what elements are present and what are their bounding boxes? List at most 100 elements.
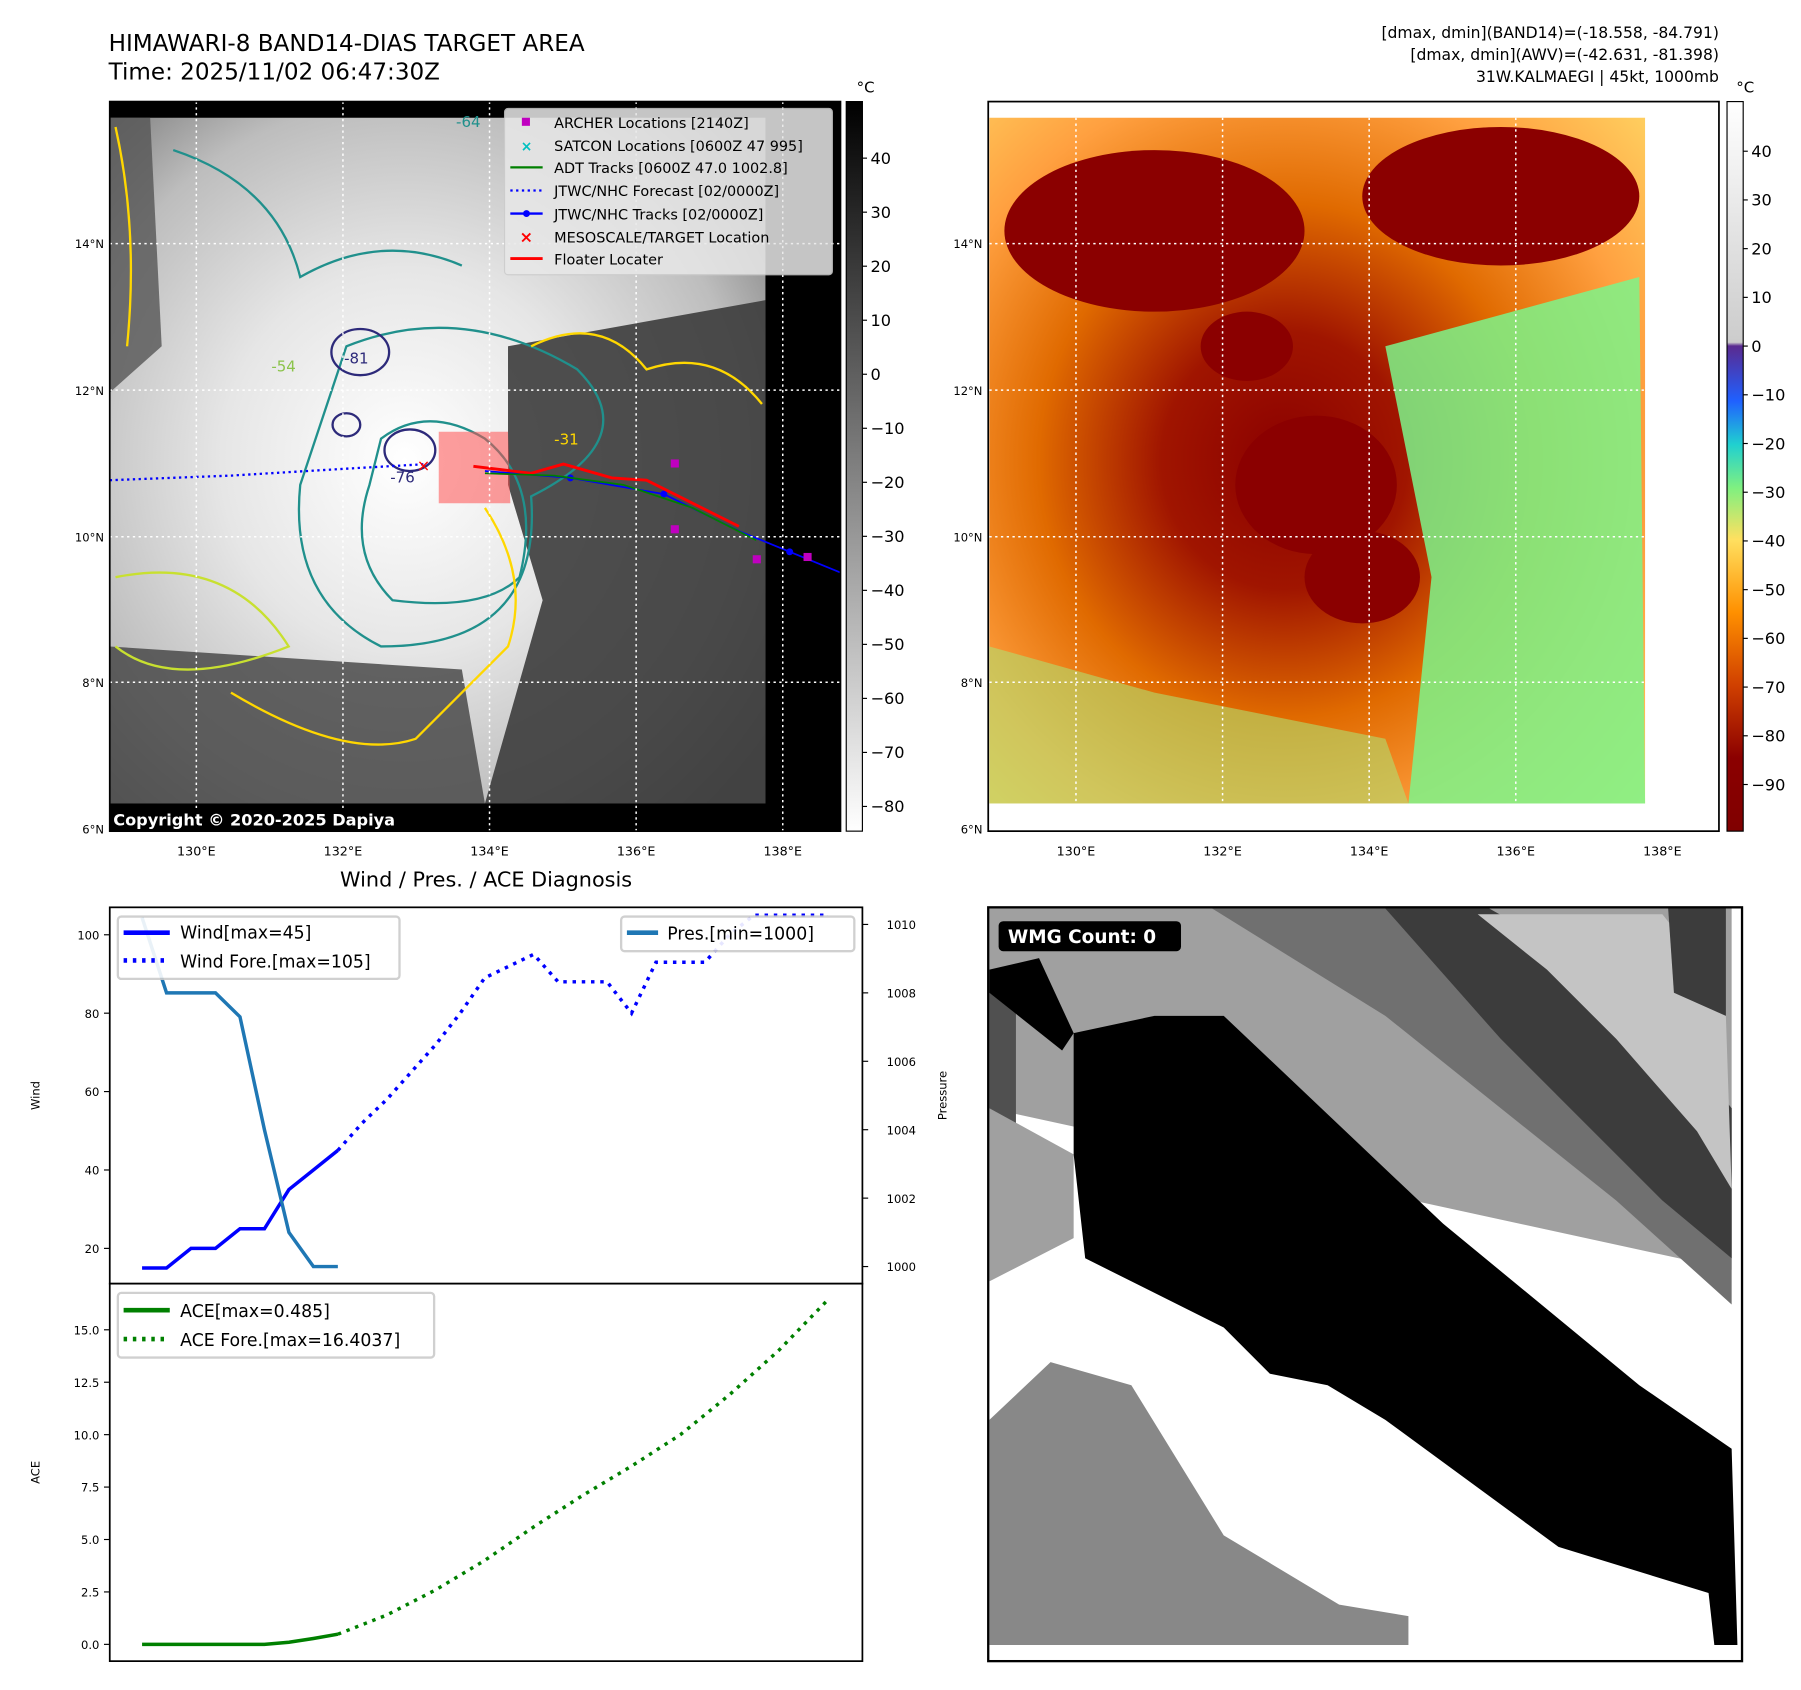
archer-marker bbox=[803, 552, 812, 562]
y-tick-label: 60 bbox=[85, 1085, 100, 1099]
legend-target: MESOSCALE/TARGET Location bbox=[554, 230, 769, 246]
cbar-tick-label: −60 bbox=[870, 689, 904, 708]
y-right-axis-label: Pressure bbox=[936, 1071, 950, 1120]
wmg-panel: WMG Count: 0 bbox=[987, 906, 1744, 1663]
cbar-tick-label: −10 bbox=[1751, 386, 1785, 405]
svg-text:12°N: 12°N bbox=[953, 384, 982, 398]
cbar-tick-label: 20 bbox=[870, 257, 891, 276]
cbar-tick-label: 20 bbox=[1751, 239, 1772, 258]
figure-title: HIMAWARI-8 BAND14-DIAS TARGET AREA bbox=[109, 31, 585, 57]
cbar-tick-label: −20 bbox=[1751, 434, 1785, 453]
contour-label: -81 bbox=[344, 350, 369, 368]
legend-archer: ARCHER Locations [2140Z] bbox=[554, 116, 749, 132]
legend-jtwc-forecast: JTWC/NHC Forecast [02/0000Z] bbox=[553, 184, 779, 200]
svg-text:×: × bbox=[521, 139, 533, 155]
awv-map-panel bbox=[987, 100, 1720, 833]
cbar-tick-label: 10 bbox=[1751, 288, 1772, 307]
svg-text:134°E: 134°E bbox=[470, 843, 509, 858]
stats-awv: [dmax, dmin](AWV)=(-42.631, -81.398) bbox=[1410, 46, 1719, 64]
legend-adt: ADT Tracks [0600Z 47.0 1002.8] bbox=[554, 161, 788, 177]
y-tick-label: 0.0 bbox=[81, 1638, 99, 1652]
svg-text:130°E: 130°E bbox=[177, 843, 216, 858]
storm-info: 31W.KALMAEGI | 45kt, 1000mb bbox=[1476, 68, 1719, 86]
cbar-tick-label: 40 bbox=[1751, 142, 1772, 161]
wmg-count-badge bbox=[998, 921, 1182, 952]
y-tick-label: 2.5 bbox=[81, 1586, 99, 1600]
lat-labels-right: 14°N 12°N 10°N 8°N 6°N bbox=[953, 237, 982, 836]
y-right-tick-label: 1008 bbox=[887, 986, 916, 1000]
y-right-tick-label: 1002 bbox=[887, 1192, 916, 1206]
contour-label: -76 bbox=[390, 469, 415, 487]
svg-text:138°E: 138°E bbox=[763, 843, 802, 858]
series-line-1 bbox=[337, 1299, 829, 1636]
awv-colorbar: °C 40 30 20 10 0 −10 −20 −30 −40 −50 −60 −70 −80 −90 bbox=[1726, 78, 1785, 832]
cbar-tick-label: −50 bbox=[1751, 580, 1785, 599]
y-tick-label: 10.0 bbox=[74, 1428, 100, 1442]
diagnosis-title: Wind / Pres. / ACE Diagnosis bbox=[340, 868, 632, 892]
diagnosis-charts: 20 40 60 80 100 Wind 1000 1002 1004 1006 1008 1010 P… bbox=[28, 906, 950, 1663]
svg-text:134°E: 134°E bbox=[1350, 843, 1389, 858]
cbar-tick-label: −30 bbox=[870, 527, 904, 546]
contour-label: -54 bbox=[271, 358, 296, 376]
cbar-tick-label: −40 bbox=[870, 581, 904, 600]
cbar-tick-label: −70 bbox=[1751, 678, 1785, 697]
y-tick-label: 20 bbox=[85, 1242, 100, 1256]
cbar-tick-label: −80 bbox=[870, 797, 904, 816]
legend-label: ACE Fore.[max=16.4037] bbox=[180, 1331, 400, 1351]
cbar-tick-label: −90 bbox=[1751, 775, 1785, 794]
chart-legend bbox=[619, 915, 856, 953]
cbar-tick-label: −50 bbox=[870, 635, 904, 654]
map-legend: × × ARCHER Locations [2140Z] SATCON Loca… bbox=[503, 107, 833, 276]
svg-text:12°N: 12°N bbox=[75, 384, 104, 398]
legend-label: ACE[max=0.485] bbox=[180, 1302, 330, 1322]
y-right-tick-label: 1006 bbox=[887, 1055, 916, 1069]
y-right-tick-label: 1000 bbox=[887, 1260, 916, 1274]
svg-text:×: × bbox=[520, 227, 534, 246]
svg-text:136°E: 136°E bbox=[617, 843, 656, 858]
svg-text:14°N: 14°N bbox=[75, 237, 104, 251]
svg-text:10°N: 10°N bbox=[75, 530, 104, 544]
wmg-count-text: WMG Count: 0 bbox=[1008, 927, 1156, 948]
svg-text:132°E: 132°E bbox=[1203, 843, 1242, 858]
y-tick-label: 12.5 bbox=[74, 1376, 100, 1390]
archer-marker bbox=[670, 459, 679, 468]
figure-time: Time: 2025/11/02 06:47:30Z bbox=[108, 60, 440, 86]
y-right-tick-label: 1010 bbox=[887, 918, 916, 932]
svg-text:14°N: 14°N bbox=[953, 237, 982, 251]
stats-band14: [dmax, dmin](BAND14)=(-18.558, -84.791) bbox=[1381, 24, 1719, 42]
chart-legend bbox=[116, 1291, 436, 1359]
cbar-tick-label: −80 bbox=[1751, 727, 1785, 746]
cbar-tick-label: 10 bbox=[870, 311, 891, 330]
contour-label: -64 bbox=[456, 113, 481, 131]
y-tick-label: 15.0 bbox=[74, 1323, 100, 1337]
lon-labels-left: 130°E 132°E 134°E 136°E 138°E bbox=[177, 843, 802, 858]
legend-label: Wind Fore.[max=105] bbox=[180, 952, 370, 972]
ir-map-panel: × -64 -76 -81 -54 -31 Copyright © 2020-2… bbox=[108, 100, 842, 833]
svg-text:136°E: 136°E bbox=[1496, 843, 1535, 858]
chart-legend bbox=[116, 915, 401, 981]
y-tick-label: 7.5 bbox=[81, 1481, 99, 1495]
svg-text:8°N: 8°N bbox=[82, 676, 104, 690]
legend-jtwc-tracks: JTWC/NHC Tracks [02/0000Z] bbox=[553, 207, 763, 223]
cbar-tick-label: −20 bbox=[870, 473, 904, 492]
y-tick-label: 80 bbox=[85, 1007, 100, 1021]
lat-labels-left: 14°N 12°N 10°N 8°N 6°N bbox=[75, 237, 104, 836]
archer-marker bbox=[670, 525, 679, 534]
svg-text:132°E: 132°E bbox=[324, 843, 363, 858]
svg-text:6°N: 6°N bbox=[961, 822, 983, 836]
lon-labels-right: 130°E 132°E 134°E 136°E 138°E bbox=[1057, 843, 1682, 858]
cbar-tick-label: −70 bbox=[870, 743, 904, 762]
target-location-marker: × bbox=[417, 456, 431, 475]
cbar-tick-label: −40 bbox=[1751, 532, 1785, 551]
cbar-tick-label: −60 bbox=[1751, 629, 1785, 648]
y-axis-label: ACE bbox=[28, 1461, 42, 1484]
y-axis-label: Wind bbox=[28, 1081, 42, 1110]
svg-text:10°N: 10°N bbox=[953, 530, 982, 544]
ir-colorbar: °C 40 30 20 10 0 −10 −20 −30 −40 −50 −60 −70 −80 bbox=[845, 78, 905, 832]
svg-text:6°N: 6°N bbox=[82, 822, 104, 836]
svg-text:°C: °C bbox=[857, 78, 875, 96]
y-tick-label: 40 bbox=[85, 1164, 100, 1178]
archer-marker bbox=[752, 555, 761, 564]
svg-text:138°E: 138°E bbox=[1643, 843, 1682, 858]
